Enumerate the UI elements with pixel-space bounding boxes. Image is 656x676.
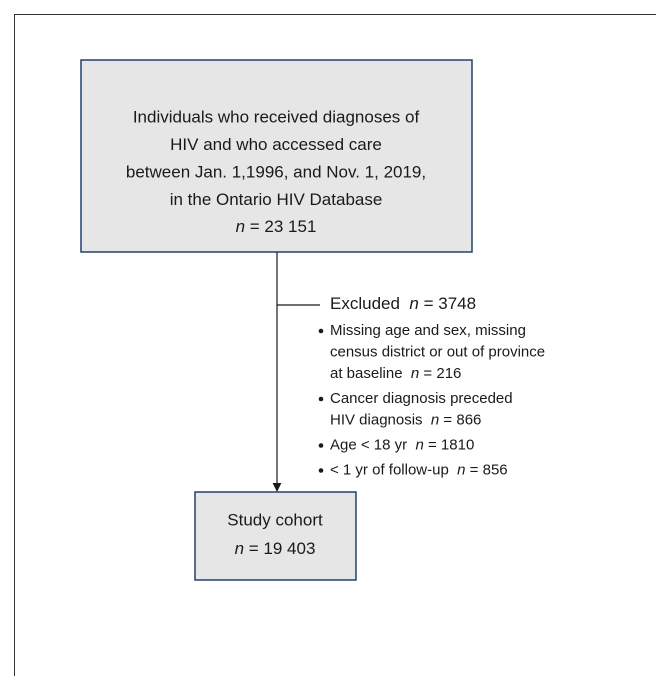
count-value: = 3748 <box>424 294 476 313</box>
count-line: n = 23 151 <box>236 217 317 236</box>
item-line: Age < 18 yr n = 1810 <box>330 436 474 453</box>
box-line: between Jan. 1,1996, and Nov. 1, 2019, <box>126 162 426 181</box>
count-line: n = 19 403 <box>235 539 316 558</box>
item-text: < 1 yr of follow-up <box>330 461 449 478</box>
box-line: HIV and who accessed care <box>170 135 382 154</box>
count-symbol: n <box>411 365 419 382</box>
item-line: at baseline n = 216 <box>330 365 461 382</box>
count-symbol: n <box>431 411 439 428</box>
item-text: HIV diagnosis <box>330 411 423 428</box>
item-text: Age < 18 yr <box>330 436 407 453</box>
count-symbol: n <box>415 436 423 453</box>
bullet <box>318 468 324 473</box>
count-value: = 1810 <box>428 436 474 453</box>
count-value: = 23 151 <box>250 217 317 236</box>
bottom-box <box>194 491 357 581</box>
count-value: = 19 403 <box>249 539 316 558</box>
box-line: Study cohort <box>227 510 323 529</box>
item-line: census district or out of province <box>330 343 545 360</box>
item-line: Missing age and sex, missing <box>330 322 526 339</box>
item-line: HIV diagnosis n = 866 <box>330 411 481 428</box>
box-line: Individuals who received diagnoses of <box>133 107 420 126</box>
item-line: < 1 yr of follow-up n = 856 <box>330 461 508 478</box>
count-value: = 216 <box>423 365 461 382</box>
count-symbol: n <box>235 539 244 558</box>
count-value: = 856 <box>470 461 508 478</box>
top-box <box>80 59 473 253</box>
item-line: Cancer diagnosis preceded <box>330 390 513 407</box>
count-symbol: n <box>457 461 465 478</box>
count-symbol: n <box>409 294 418 313</box>
box-line: in the Ontario HIV Database <box>170 190 383 209</box>
bullet <box>318 443 324 448</box>
count-value: = 866 <box>443 411 481 428</box>
count-line: Excluded n = 3748 <box>330 294 476 313</box>
label: Excluded <box>330 294 400 313</box>
item-text: at baseline <box>330 365 403 382</box>
bullet <box>318 328 324 334</box>
count-symbol: n <box>236 217 245 236</box>
bullet <box>318 396 324 402</box>
